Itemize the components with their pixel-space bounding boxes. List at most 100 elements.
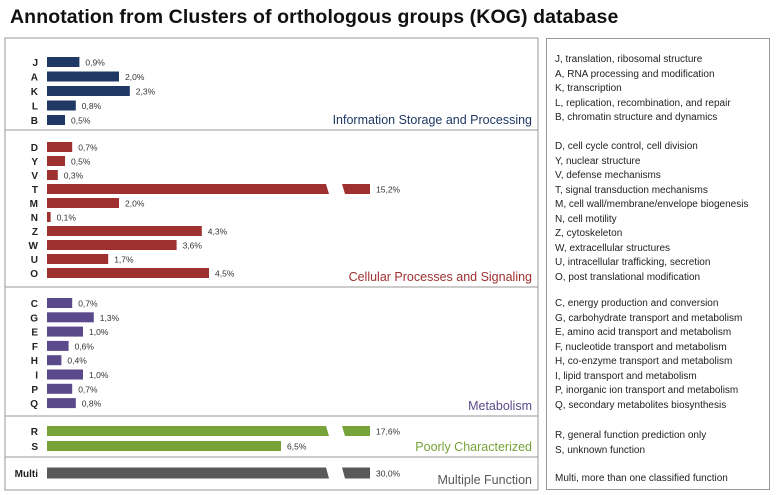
legend-item-multi: Multi, more than one classified function	[555, 473, 728, 484]
group-title-multiple-function: Multiple Function	[438, 473, 533, 487]
legend-item-d: D, cell cycle control, cell division	[555, 141, 698, 152]
value-label-y: 0,5%	[71, 157, 91, 167]
bar-l	[47, 100, 76, 111]
category-label-n: N	[31, 213, 38, 224]
value-label-e: 1,0%	[89, 327, 109, 337]
value-label-v: 0,3%	[64, 171, 84, 181]
category-label-l: L	[32, 102, 38, 113]
group-title-cellular-processes-and-signaling: Cellular Processes and Signaling	[349, 270, 532, 284]
bar-q	[47, 398, 76, 409]
legend-item-w: W, extracellular structures	[555, 242, 671, 254]
bar-d	[47, 142, 73, 152]
category-label-t: T	[32, 185, 38, 196]
legend-item-t: T, signal transduction mechanisms	[555, 184, 708, 196]
value-label-n: 0,1%	[57, 213, 77, 223]
value-label-a: 2,0%	[125, 72, 145, 82]
bar-t-continued	[342, 184, 370, 194]
legend-item-i: I, lipid transport and metabolism	[555, 370, 697, 382]
value-label-s: 6,5%	[287, 442, 307, 452]
category-label-k: K	[31, 87, 39, 98]
value-label-c: 0,7%	[78, 299, 98, 309]
legend-item-z: Z, cytoskeleton	[555, 228, 623, 239]
category-label-r: R	[31, 427, 39, 438]
value-label-i: 1,0%	[89, 370, 109, 380]
legend-item-s: S, unknown function	[555, 444, 646, 456]
bar-z	[47, 226, 202, 236]
legend-item-v: V, defense mechanisms	[555, 170, 661, 181]
legend-item-b: B, chromatin structure and dynamics	[555, 112, 718, 123]
value-label-h: 0,4%	[67, 356, 87, 366]
legend-item-o: O, post translational modification	[555, 271, 701, 283]
group-title-information-storage-and-processing: Information Storage and Processing	[333, 113, 532, 127]
legend-item-c: C, energy production and conversion	[555, 298, 719, 309]
group-title-metabolism: Metabolism	[468, 399, 532, 413]
category-label-s: S	[31, 442, 38, 453]
bar-r-continued	[342, 426, 370, 436]
value-label-b: 0,5%	[71, 116, 91, 126]
value-label-u: 1,7%	[114, 255, 134, 265]
value-label-w: 3,6%	[183, 241, 203, 251]
category-label-c: C	[31, 299, 38, 310]
category-label-i: I	[35, 371, 38, 382]
legend-item-e: E, amino acid transport and metabolism	[555, 327, 732, 338]
category-label-a: A	[31, 73, 38, 84]
category-label-q: Q	[30, 399, 38, 410]
legend-item-g: G, carbohydrate transport and metabolism	[555, 312, 743, 324]
category-legend-box	[546, 38, 770, 490]
category-label-e: E	[31, 328, 38, 339]
value-label-multi: 30,0%	[376, 469, 401, 479]
category-label-v: V	[31, 171, 38, 182]
bar-v	[47, 170, 58, 180]
bar-j	[47, 57, 80, 67]
legend-item-y: Y, nuclear structure	[555, 155, 641, 167]
category-label-m: M	[30, 199, 38, 210]
category-label-o: O	[30, 269, 38, 280]
bar-c	[47, 298, 73, 308]
bar-k	[47, 86, 130, 96]
legend-item-m: M, cell wall/membrane/envelope biogenesi…	[555, 199, 749, 210]
legend-item-p: P, inorganic ion transport and metabolis…	[555, 385, 739, 396]
bar-g	[47, 312, 94, 323]
category-label-y: Y	[31, 157, 38, 168]
category-label-g: G	[30, 313, 38, 324]
legend-item-j: J, translation, ribosomal structure	[555, 54, 703, 65]
value-label-j: 0,9%	[85, 58, 105, 68]
category-label-w: W	[29, 241, 39, 252]
legend-item-r: R, general function prediction only	[555, 430, 707, 441]
bar-e	[47, 326, 83, 337]
bar-h	[47, 355, 62, 366]
value-label-m: 2,0%	[125, 199, 145, 209]
legend-item-h: H, co-enzyme transport and metabolism	[555, 356, 733, 367]
value-label-d: 0,7%	[78, 143, 98, 153]
category-label-j: J	[32, 58, 38, 69]
category-label-d: D	[31, 143, 38, 154]
legend-item-q: Q, secondary metabolites biosynthesis	[555, 399, 727, 411]
bar-y	[47, 156, 65, 166]
category-label-u: U	[31, 255, 38, 266]
bar-p	[47, 383, 73, 394]
legend-item-k: K, transcription	[555, 83, 622, 94]
value-label-q: 0,8%	[82, 399, 102, 409]
category-label-b: B	[31, 116, 38, 127]
bar-o	[47, 268, 209, 278]
bar-f	[47, 340, 69, 351]
bar-b	[47, 115, 65, 125]
legend-item-f: F, nucleotide transport and metabolism	[555, 341, 727, 353]
bar-a	[47, 71, 119, 82]
value-label-r: 17,6%	[376, 427, 401, 437]
bar-m	[47, 198, 119, 208]
legend-item-n: N, cell motility	[555, 213, 617, 225]
category-label-f: F	[32, 342, 38, 353]
bar-multi-continued	[342, 467, 370, 479]
bar-multi	[47, 467, 329, 479]
value-label-f: 0,6%	[75, 341, 95, 351]
value-label-z: 4,3%	[208, 227, 228, 237]
chart-title: Annotation from Clusters of orthologous …	[10, 6, 619, 28]
legend-item-u: U, intracellular trafficking, secretion	[555, 257, 711, 268]
group-title-poorly-characterized: Poorly Characterized	[415, 440, 532, 454]
panel-multiple-function	[4, 456, 539, 491]
category-label-z: Z	[32, 227, 38, 238]
value-label-p: 0,7%	[78, 384, 98, 394]
legend-item-l: L, replication, recombination, and repai…	[555, 97, 731, 109]
